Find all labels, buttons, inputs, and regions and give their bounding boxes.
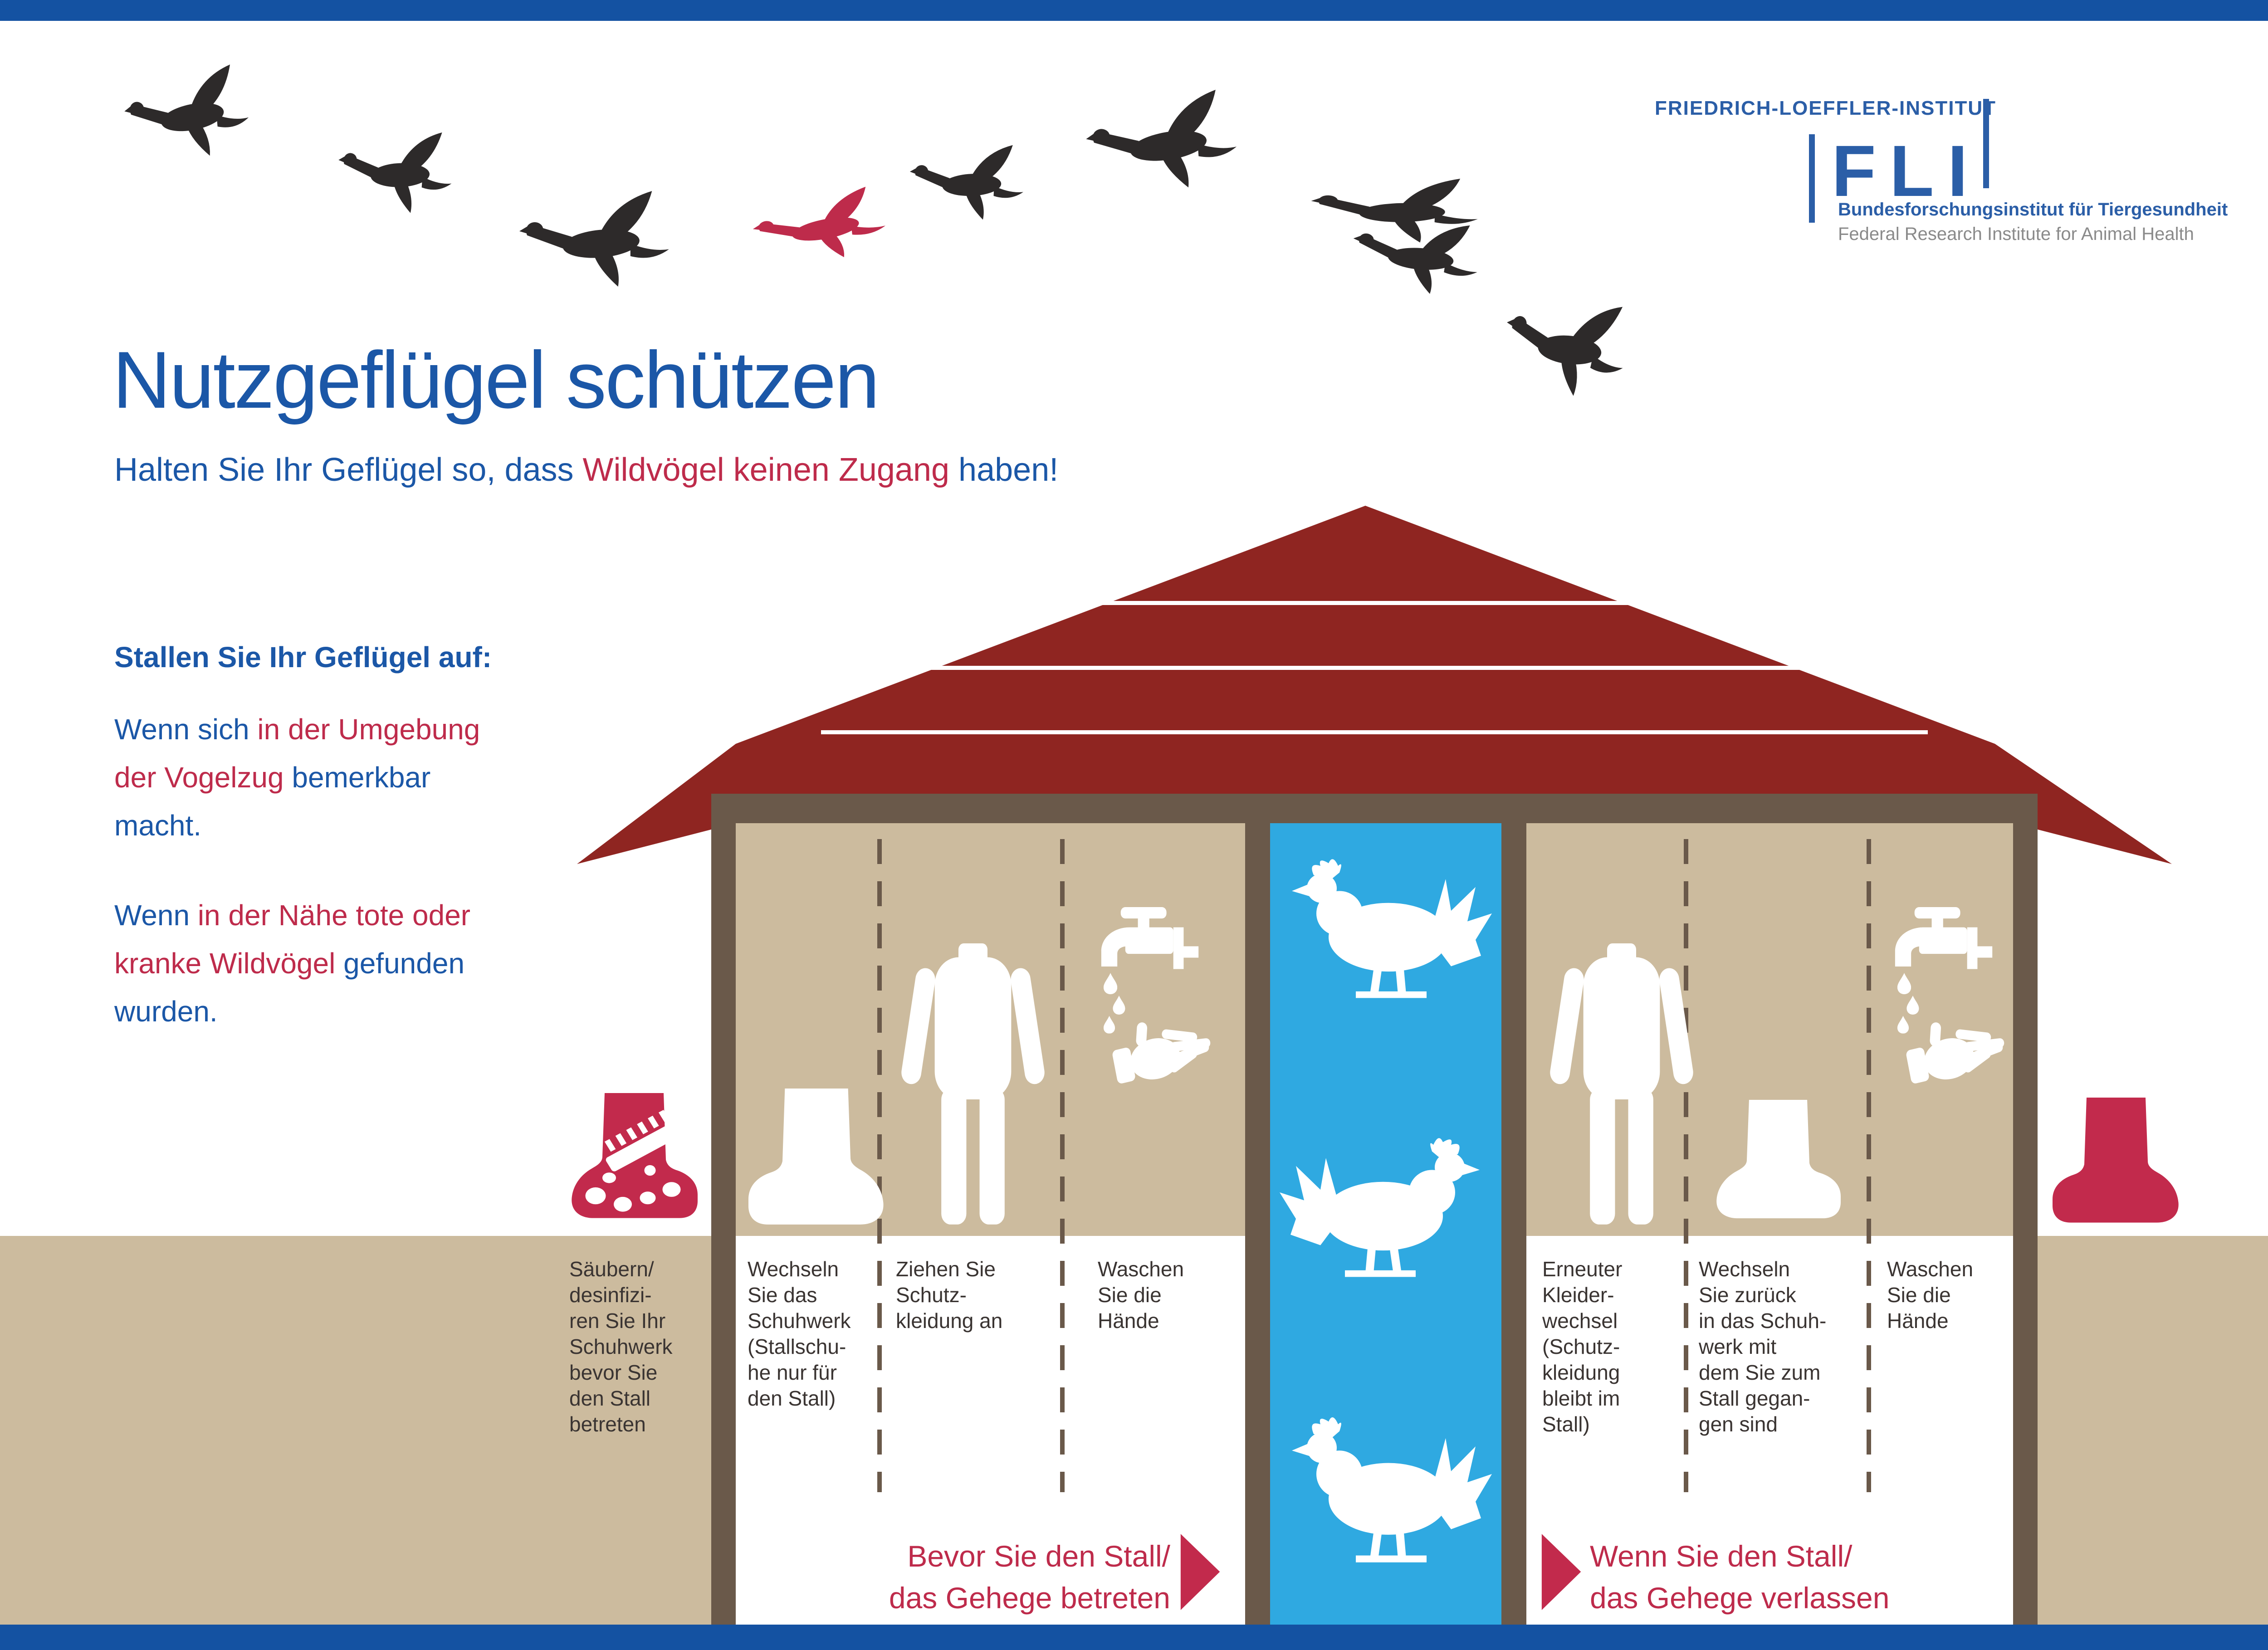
subtitle-segment: Wildvögel keinen Zugang xyxy=(582,452,959,488)
subtitle-segment: Halten Sie Ihr Geflügel so, dass xyxy=(114,452,583,488)
barn-floor-right xyxy=(1526,1236,2013,1625)
paragraph-segment: in der Nähe tote oder kranke Wildvögel xyxy=(114,899,471,980)
intro-paragraph-2: Wenn in der Nähe tote oder kranke Wildvö… xyxy=(114,891,659,1035)
logo-rule-right xyxy=(1983,99,1989,188)
protective-suit-icon xyxy=(900,943,1046,1229)
page-title: Nutzgeflügel schützen xyxy=(112,335,880,425)
enter-step-change-shoes: Wechseln Sie das Schuhwerk (Stallschu- h… xyxy=(748,1257,851,1410)
paragraph-segment: bemerkbar macht. xyxy=(114,761,431,842)
subtitle-segment: haben! xyxy=(958,452,1059,488)
barn-post xyxy=(1501,823,1526,1625)
goose-icon xyxy=(908,137,1030,223)
page-subtitle: Halten Sie Ihr Geflügel so, dass Wildvög… xyxy=(114,451,1058,488)
goose-icon xyxy=(335,123,459,217)
chicken-icon xyxy=(1277,1411,1495,1569)
barn-post xyxy=(1245,823,1270,1625)
goose-icon xyxy=(121,60,256,164)
arrow-right-icon xyxy=(1180,1534,1220,1610)
dirty-boot-icon xyxy=(571,1093,698,1222)
logo-subtitle-english: Federal Research Institute for Animal He… xyxy=(1838,224,2194,244)
goose-icon xyxy=(1494,279,1640,407)
ground-right xyxy=(2038,1236,2268,1625)
intro-heading: Stallen Sie Ihr Geflügel auf: xyxy=(114,641,492,674)
logo-institute-name: FRIEDRICH-LOEFFLER-INSTITUT xyxy=(1655,97,1997,119)
tap-handwash-icon xyxy=(1082,907,1213,1116)
paragraph-segment: in der Umgebung der Vogelzug xyxy=(114,713,480,794)
clean-boot-icon xyxy=(1716,1100,1841,1222)
barn-floor-left xyxy=(736,1236,1245,1625)
tap-handwash-icon xyxy=(1876,907,2007,1116)
paragraph-segment: gefunden wurden. xyxy=(114,947,465,1028)
clean-red-boot-icon xyxy=(2053,1098,2180,1227)
protective-suit-icon xyxy=(1549,943,1694,1229)
barn-roof xyxy=(577,506,2172,864)
enter-step-wash-hands: Waschen Sie die Hände xyxy=(1098,1257,1184,1333)
logo-subtitle-german: Bundesforschungsinstitut für Tiergesundh… xyxy=(1838,200,2228,220)
dashed-divider xyxy=(877,839,882,1492)
red-goose-icon xyxy=(749,182,893,268)
logo-acronym: FLI xyxy=(1832,130,1981,211)
goose-icon xyxy=(519,188,674,288)
arrow-right-icon xyxy=(1541,1534,1581,1610)
top-brand-bar xyxy=(0,0,2268,21)
dashed-divider xyxy=(1060,839,1065,1492)
clean-boot-icon xyxy=(748,1089,885,1229)
goose-icon xyxy=(1083,85,1244,195)
ground-left xyxy=(0,1236,711,1625)
barn-post xyxy=(2013,794,2038,1625)
barn-beam xyxy=(711,794,2038,823)
enter-direction-label: Bevor Sie den Stall/ das Gehege betreten xyxy=(889,1539,1170,1615)
chicken-icon xyxy=(1277,1132,1495,1284)
paragraph-segment: Wenn sich xyxy=(114,713,258,746)
chicken-icon xyxy=(1277,853,1495,1005)
bottom-brand-bar xyxy=(0,1625,2268,1650)
dashed-divider xyxy=(1867,839,1871,1492)
note-clean-before-entering: Säubern/ desinfizi- ren Sie Ihr Schuhwer… xyxy=(569,1257,673,1436)
intro-paragraph-1: Wenn sich in der Umgebung der Vogelzug b… xyxy=(114,705,659,849)
enter-step-protective-clothing: Ziehen Sie Schutz- kleidung an xyxy=(896,1257,1003,1333)
logo-rule-left xyxy=(1809,134,1815,223)
barn-post xyxy=(711,794,736,1625)
exit-step-change-clothes: Erneuter Kleider- wechsel (Schutz- kleid… xyxy=(1542,1257,1623,1436)
dashed-divider xyxy=(1684,839,1688,1492)
exit-step-change-back-shoes: Wechseln Sie zurück in das Schuh- werk m… xyxy=(1699,1257,1827,1436)
paragraph-segment: Wenn xyxy=(114,899,198,932)
exit-step-wash-hands: Waschen Sie die Hände xyxy=(1887,1257,1974,1333)
exit-direction-label: Wenn Sie den Stall/ das Gehege verlassen xyxy=(1590,1539,1890,1615)
